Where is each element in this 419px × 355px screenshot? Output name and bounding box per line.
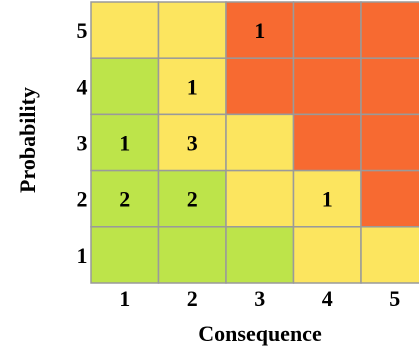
y-tick-label: 4 bbox=[77, 74, 88, 99]
x-tick-label: 1 bbox=[119, 286, 130, 311]
y-tick-label: 5 bbox=[77, 18, 88, 43]
matrix-cell bbox=[292, 113, 362, 172]
y-tick-label: 1 bbox=[77, 243, 88, 268]
matrix-cell bbox=[157, 57, 227, 116]
cell-count-label: 1 bbox=[254, 18, 265, 43]
x-tick-label: 2 bbox=[187, 286, 198, 311]
x-tick-label: 4 bbox=[322, 286, 333, 311]
x-axis-title: Consequence bbox=[198, 321, 322, 346]
matrix-cell bbox=[292, 1, 362, 59]
y-axis-title: Probability bbox=[15, 87, 40, 193]
cell-count-label: 1 bbox=[322, 187, 333, 212]
matrix-cell bbox=[292, 57, 362, 116]
cell-count-label: 2 bbox=[187, 187, 198, 212]
matrix-cell bbox=[157, 169, 227, 228]
matrix-cell bbox=[292, 226, 362, 284]
matrix-cell-labels: 1 1 1 3 2 2 1 bbox=[119, 18, 333, 212]
matrix-cell bbox=[225, 113, 295, 172]
matrix-cell bbox=[360, 1, 419, 59]
matrix-cell bbox=[157, 226, 227, 284]
y-tick-label: 3 bbox=[77, 131, 88, 156]
cell-count-label: 1 bbox=[187, 74, 198, 99]
matrix-cell bbox=[90, 57, 160, 116]
cell-count-label: 1 bbox=[119, 131, 130, 156]
matrix-cell bbox=[225, 169, 295, 228]
cell-count-label: 3 bbox=[187, 131, 198, 156]
matrix-cell bbox=[90, 226, 160, 284]
x-tick-labels: 1 2 3 4 5 bbox=[119, 286, 400, 311]
matrix-cell bbox=[225, 1, 295, 59]
matrix-cells bbox=[90, 1, 419, 284]
matrix-cell bbox=[90, 1, 160, 59]
y-tick-label: 2 bbox=[77, 187, 88, 212]
matrix-cell bbox=[225, 226, 295, 284]
y-tick-labels: 5 4 3 2 1 bbox=[77, 18, 88, 268]
matrix-cell bbox=[225, 57, 295, 116]
x-tick-label: 5 bbox=[389, 286, 400, 311]
matrix-cell bbox=[157, 1, 227, 59]
matrix-cell bbox=[360, 57, 419, 116]
cell-count-label: 2 bbox=[119, 187, 130, 212]
matrix-cell bbox=[360, 169, 419, 228]
matrix-cell bbox=[360, 226, 419, 284]
matrix-cell bbox=[360, 113, 419, 172]
x-tick-label: 3 bbox=[254, 286, 265, 311]
